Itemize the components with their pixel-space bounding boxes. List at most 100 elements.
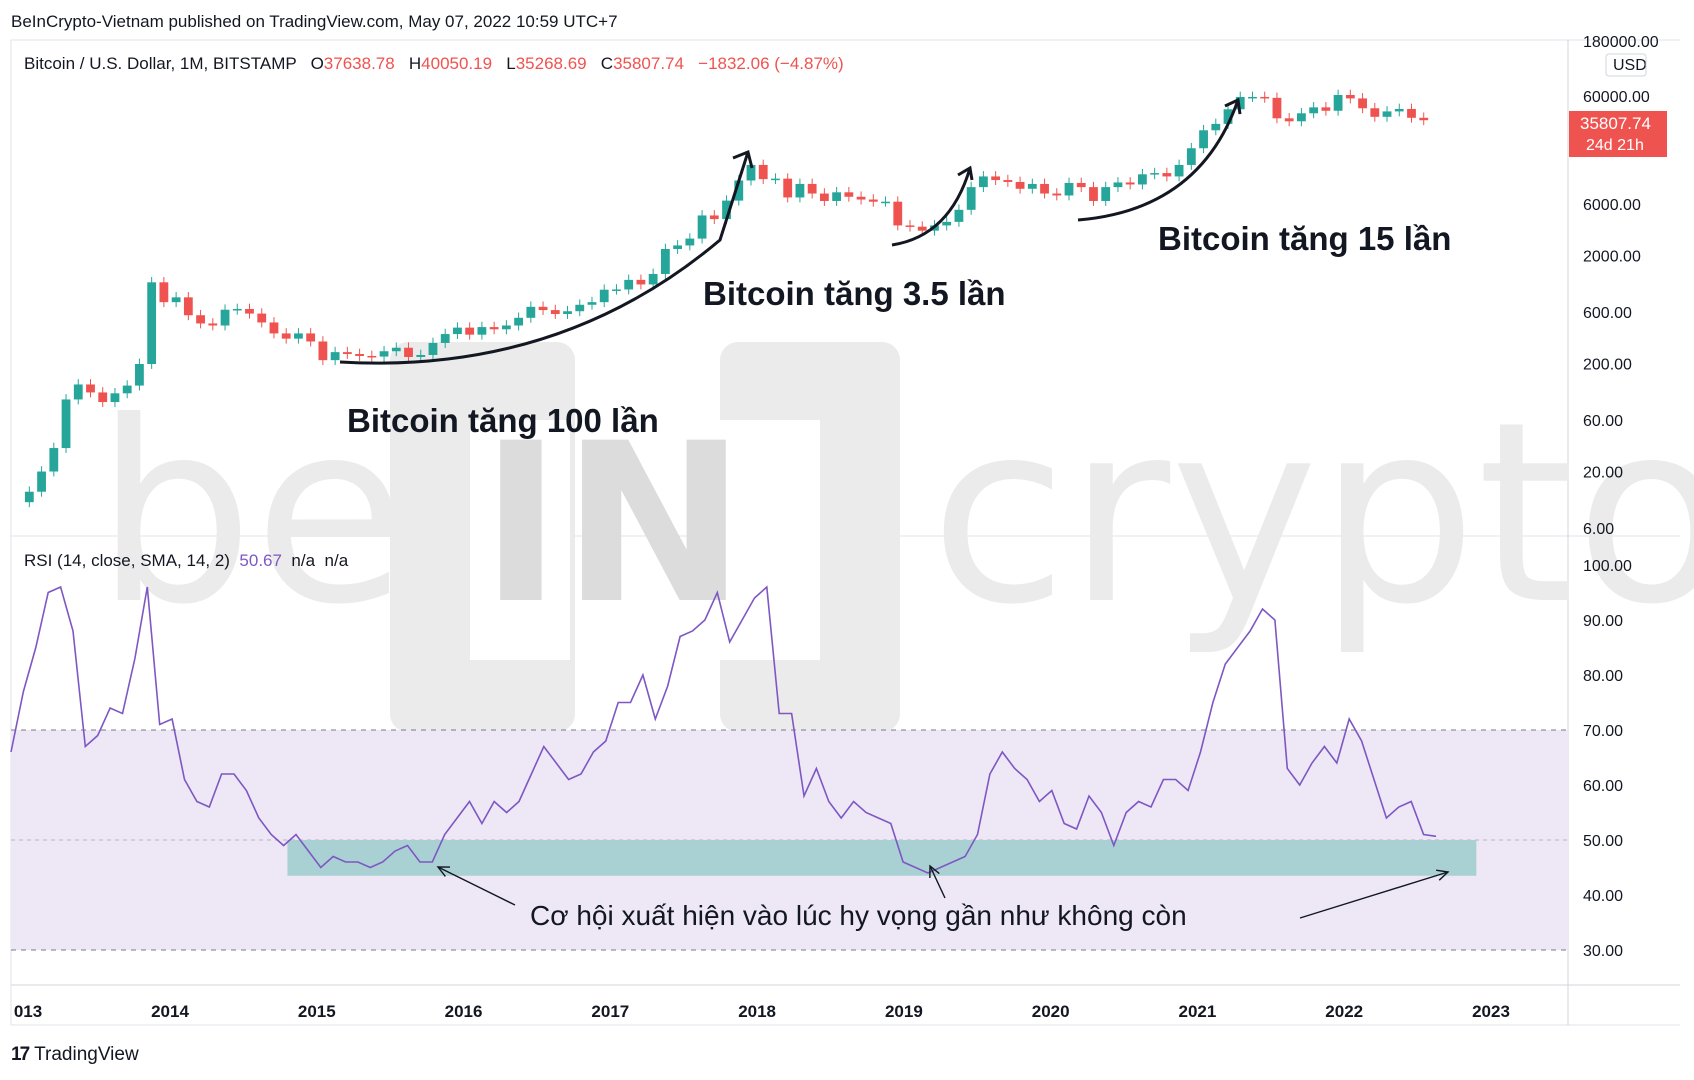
rsi-arrow-2022 [1299, 871, 1449, 919]
footer-brand: 17 TradingView [11, 1044, 139, 1066]
arrow-100x [339, 151, 750, 365]
candle-body [1113, 182, 1123, 188]
price-tick-label: 2000.00 [1583, 249, 1641, 266]
time-tick-label: 2016 [445, 1002, 483, 1021]
annotation-3-5x: Bitcoin tăng 3.5 lần [703, 275, 1006, 312]
low-value: 35268.69 [515, 54, 587, 73]
arrow-15x-head [1224, 97, 1242, 115]
candle-body [220, 309, 230, 326]
close-value: 35807.74 [613, 54, 684, 73]
open-value: 37638.78 [323, 54, 395, 73]
candle-body [37, 471, 46, 492]
candle-body [587, 302, 597, 305]
candle-body [416, 354, 426, 357]
time-tick-label: 2018 [738, 1002, 776, 1021]
candle-body [636, 279, 646, 285]
arrow-3-5x [891, 167, 972, 247]
time-tick-label: 2019 [885, 1002, 923, 1021]
candle-body [991, 176, 1001, 181]
candle-body [489, 327, 499, 330]
candle-body [73, 384, 83, 400]
price-tick-label: 20.00 [1583, 465, 1623, 482]
candle-body [183, 297, 193, 316]
rsi-na-2: n/a [324, 551, 349, 570]
candle-body [355, 354, 364, 356]
candle-body [697, 215, 707, 239]
candle-body [1150, 173, 1160, 175]
rsi-tick-label: 30.00 [1583, 943, 1623, 960]
candle-body [881, 201, 890, 204]
rsi-value: 50.67 [239, 551, 282, 570]
candle-body [294, 333, 303, 339]
watermark-text-in: IN [480, 396, 746, 652]
time-tick-label: 013 [14, 1002, 42, 1021]
candle-body [966, 187, 976, 210]
candle-body [526, 306, 536, 318]
candle-body [269, 322, 279, 334]
candle-body [1162, 173, 1172, 177]
candle-body [978, 176, 988, 188]
candle-body [1272, 97, 1282, 119]
candle-body [306, 333, 316, 342]
price-tick-label: 180000.00 [1583, 34, 1659, 51]
candle-body [612, 289, 621, 291]
rsi-arrow-2016 [437, 866, 516, 906]
candle-body [1370, 108, 1380, 117]
candle-body [1321, 107, 1331, 111]
open-label: O [310, 54, 324, 73]
candle-body [1284, 118, 1294, 122]
candle-body [367, 355, 377, 358]
rsi-tick-label: 90.00 [1583, 613, 1623, 630]
time-tick-label: 2021 [1179, 1002, 1217, 1021]
price-unit-label: USD [1613, 57, 1647, 74]
candle-body [1223, 109, 1233, 124]
candle-body [1358, 98, 1367, 109]
candle-body [905, 225, 915, 227]
candle-body [232, 308, 242, 311]
candle-body [771, 178, 780, 181]
publisher-header: BeInCrypto-Vietnam published on TradingV… [11, 12, 618, 31]
rsi-na-1: n/a [291, 551, 316, 570]
time-tick-label: 2022 [1325, 1002, 1363, 1021]
tradingview-logo-icon: 17 [11, 1044, 30, 1065]
price-badge [1569, 111, 1667, 157]
candle-body [1052, 193, 1062, 196]
rsi-highlight-zone [287, 840, 1477, 876]
high-value: 40050.19 [421, 54, 493, 73]
candle-body [807, 183, 817, 194]
candle-body [477, 327, 487, 335]
candle-body [1089, 187, 1098, 201]
candle-body [1333, 94, 1343, 111]
candle-body [1407, 108, 1416, 118]
price-tick-label: 6000.00 [1583, 197, 1641, 214]
time-tick-label: 2017 [591, 1002, 629, 1021]
price-tick-label: 6.00 [1583, 521, 1614, 538]
candle-body [673, 245, 683, 249]
candle-body [1174, 164, 1184, 177]
candle-body [61, 399, 71, 449]
price-tick-label: 600.00 [1583, 305, 1632, 322]
arrow-3-5x-head [957, 165, 974, 181]
time-tick-label: 2023 [1472, 1002, 1510, 1021]
rsi-label: RSI (14, close, SMA, 14, 2) [24, 551, 230, 570]
price-badge-value: 35807.74 [1580, 114, 1651, 133]
candle-body [917, 226, 927, 231]
price-tick-label: 60000.00 [1583, 89, 1650, 106]
candle-body [440, 334, 450, 343]
rsi-tick-label: 40.00 [1583, 888, 1623, 905]
candle-body [404, 347, 413, 357]
rsi-tick-label: 60.00 [1583, 778, 1623, 795]
candle-body [1248, 96, 1257, 99]
candle-body [196, 315, 205, 324]
price-tick-label: 200.00 [1583, 357, 1632, 374]
footer-brand-label: TradingView [34, 1044, 139, 1065]
close-label: C [600, 54, 614, 73]
candle-body [171, 297, 181, 303]
candle-body [245, 308, 254, 314]
rsi-legend: RSI (14, close, SMA, 14, 2) 50.67 n/a n/… [24, 551, 348, 571]
low-label: L [506, 54, 516, 73]
candle-body [208, 323, 218, 326]
candle-body [1137, 174, 1147, 185]
candle-body [550, 310, 560, 314]
candle-body [1235, 96, 1245, 110]
